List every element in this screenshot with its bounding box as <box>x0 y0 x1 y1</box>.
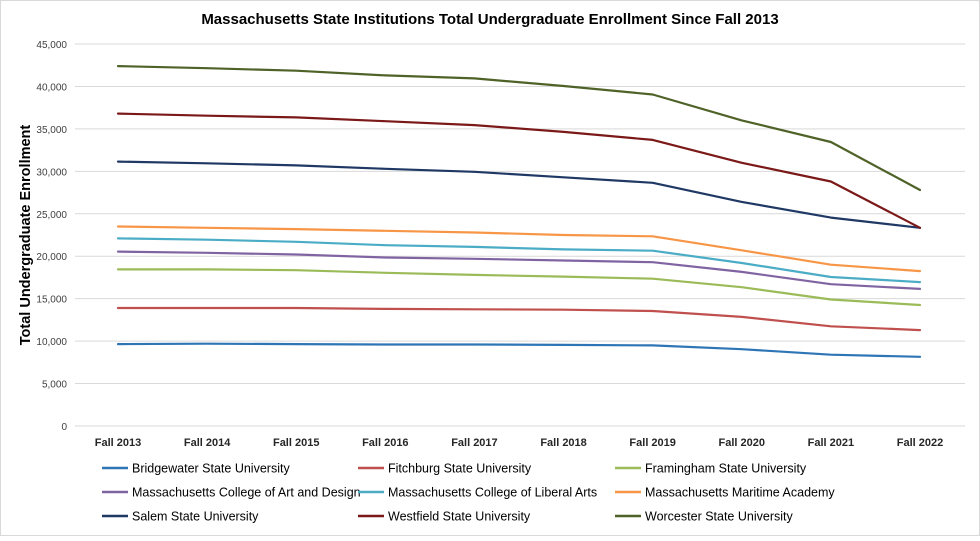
x-tick-label: Fall 2016 <box>362 437 408 449</box>
y-tick-label: 20,000 <box>36 252 67 263</box>
y-tick-label: 10,000 <box>36 337 67 348</box>
chart-title: Massachusetts State Institutions Total U… <box>201 11 778 28</box>
y-tick-label: 40,000 <box>36 82 67 93</box>
y-tick-label: 15,000 <box>36 295 67 306</box>
legend-item: Salem State University <box>102 510 259 524</box>
series-line-6 <box>116 160 922 229</box>
legend-label: Massachusetts Maritime Academy <box>645 486 835 500</box>
y-tick-label: 5,000 <box>42 380 67 391</box>
y-axis-label: Total Undergraduate Enrollment <box>18 125 34 346</box>
legend: Bridgewater State University Fitchburg St… <box>102 462 835 524</box>
legend-label: Framingham State University <box>645 462 807 476</box>
series-line-8 <box>116 64 922 192</box>
y-tick-label: 35,000 <box>36 125 67 136</box>
series-line-3 <box>116 250 922 290</box>
series-line-0 <box>116 342 922 358</box>
series-line-1 <box>116 306 922 332</box>
legend-item: Framingham State University <box>615 462 807 476</box>
legend-item: Westfield State University <box>358 510 531 524</box>
x-tick-label: Fall 2022 <box>897 437 943 449</box>
x-tick-label: Fall 2021 <box>808 437 854 449</box>
legend-label: Westfield State University <box>388 510 531 524</box>
y-tick-label: 45,000 <box>36 40 67 51</box>
y-axis-tick-labels: 0 5,000 10,000 15,000 20,000 25,000 30,000 35,0… <box>36 40 67 433</box>
x-tick-label: Fall 2018 <box>540 437 586 449</box>
legend-label: Worcester State University <box>645 510 793 524</box>
legend-item: Massachusetts College of Liberal Arts <box>358 486 597 500</box>
legend-label: Bridgewater State University <box>132 462 290 476</box>
x-tick-label: Fall 2015 <box>273 437 319 449</box>
legend-label: Massachusetts College of Art and Design <box>132 486 361 500</box>
series-line-2 <box>116 268 922 307</box>
x-tick-label: Fall 2019 <box>629 437 675 449</box>
x-tick-label: Fall 2017 <box>451 437 497 449</box>
legend-label: Massachusetts College of Liberal Arts <box>388 486 597 500</box>
x-axis-tick-labels: Fall 2013 Fall 2014 Fall 2015 Fall 2016 Fall… <box>95 437 943 449</box>
y-tick-label: 30,000 <box>36 167 67 178</box>
x-tick-label: Fall 2014 <box>184 437 231 449</box>
legend-item: Fitchburg State University <box>358 462 532 476</box>
series-line-4 <box>116 237 922 284</box>
legend-label: Fitchburg State University <box>388 462 532 476</box>
legend-item: Worcester State University <box>615 510 793 524</box>
series-lines <box>116 64 922 358</box>
series-line-5 <box>116 225 922 273</box>
gridlines <box>75 43 965 427</box>
y-tick-label: 0 <box>61 422 67 433</box>
legend-item: Massachusetts Maritime Academy <box>615 486 835 500</box>
legend-label: Salem State University <box>132 510 259 524</box>
x-tick-label: Fall 2013 <box>95 437 141 449</box>
legend-item: Massachusetts College of Art and Design <box>102 486 361 500</box>
y-tick-label: 25,000 <box>36 210 67 221</box>
legend-item: Bridgewater State University <box>102 462 290 476</box>
x-tick-label: Fall 2020 <box>719 437 765 449</box>
series-line-7 <box>116 112 922 229</box>
